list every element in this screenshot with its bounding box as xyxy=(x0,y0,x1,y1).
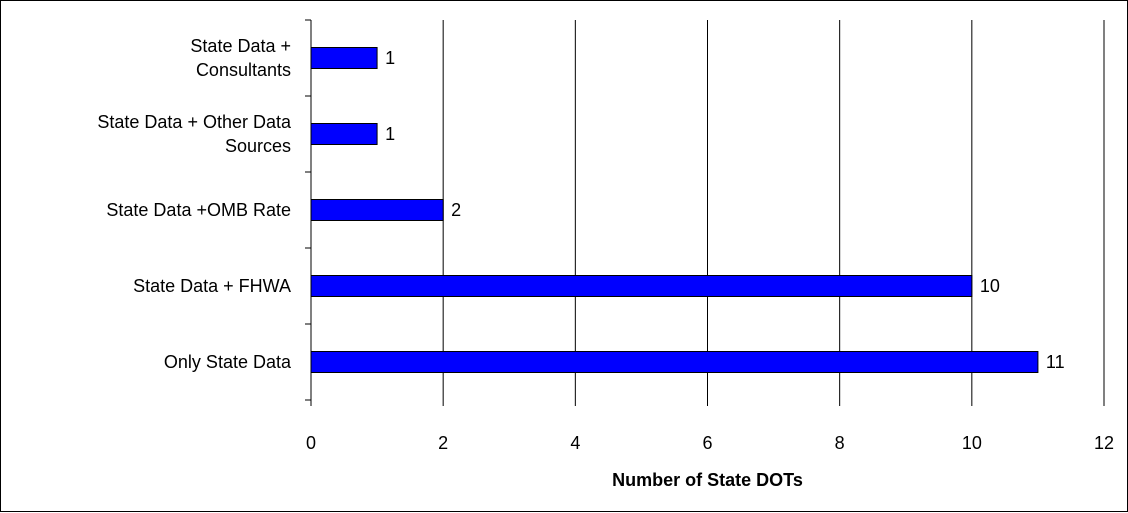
category-label: State Data + Other Data Sources xyxy=(97,112,292,156)
category-label-line: State Data + FHWA xyxy=(133,276,291,296)
labels: 0 2 4 6 8 10 12 1 State Data + Consultants 1 State … xyxy=(97,36,1114,453)
bar xyxy=(310,47,378,69)
category-label-line: Consultants xyxy=(196,60,291,80)
x-tick-label: 10 xyxy=(962,433,982,453)
bars xyxy=(310,47,1039,373)
category-label: Only State Data xyxy=(164,352,292,372)
bar xyxy=(310,123,378,145)
category-label: State Data + FHWA xyxy=(133,276,291,296)
category-label: State Data + Consultants xyxy=(190,36,291,80)
x-tick-label: 6 xyxy=(702,433,712,453)
category-label-line: State Data +OMB Rate xyxy=(106,200,291,220)
x-tick-label: 8 xyxy=(835,433,845,453)
x-tick-label: 12 xyxy=(1094,433,1114,453)
x-tick-label: 2 xyxy=(438,433,448,453)
data-label: 10 xyxy=(980,276,1000,296)
x-tick-label: 4 xyxy=(570,433,580,453)
category-label-line: Sources xyxy=(225,136,291,156)
category-label: State Data +OMB Rate xyxy=(106,200,291,220)
category-label-line: State Data + Other Data xyxy=(97,112,292,132)
bar xyxy=(310,199,444,221)
x-tick-label: 0 xyxy=(306,433,316,453)
bar xyxy=(310,275,973,297)
bar xyxy=(310,351,1039,373)
data-label: 11 xyxy=(1046,352,1065,372)
category-label-line: Only State Data xyxy=(164,352,292,372)
category-label-line: State Data + xyxy=(190,36,291,56)
x-axis-title: Number of State DOTs xyxy=(612,470,803,490)
axes xyxy=(305,19,1105,406)
gridlines xyxy=(442,20,1105,400)
data-label: 1 xyxy=(385,48,395,68)
data-label: 2 xyxy=(451,200,461,220)
data-label: 1 xyxy=(385,124,395,144)
